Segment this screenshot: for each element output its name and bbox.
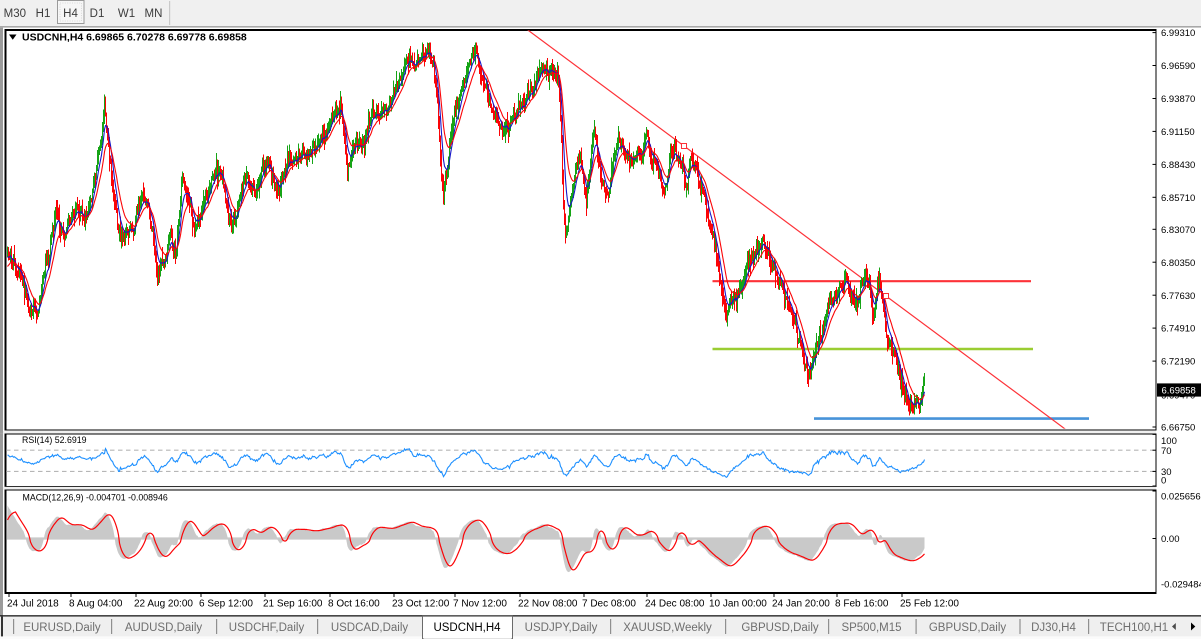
svg-text:30: 30 (1161, 467, 1172, 478)
svg-text:6.99310: 6.99310 (1161, 28, 1195, 39)
svg-text:TECH100,H1: TECH100,H1 (1100, 622, 1168, 634)
svg-text:6.77630: 6.77630 (1161, 291, 1195, 302)
svg-text:USDCAD,Daily: USDCAD,Daily (331, 622, 409, 634)
svg-text:21 Sep 16:00: 21 Sep 16:00 (263, 598, 323, 609)
svg-text:0.025656: 0.025656 (1161, 491, 1201, 502)
svg-text:DJ30,H4: DJ30,H4 (1031, 622, 1076, 634)
svg-text:USDCNH,H4: USDCNH,H4 (433, 622, 501, 634)
svg-text:6 Sep 12:00: 6 Sep 12:00 (199, 598, 253, 609)
svg-text:24 Dec 08:00: 24 Dec 08:00 (645, 598, 705, 609)
svg-text:6.83070: 6.83070 (1161, 225, 1195, 236)
svg-text:22 Aug 20:00: 22 Aug 20:00 (134, 598, 193, 609)
svg-text:6.91150: 6.91150 (1161, 127, 1195, 138)
svg-text:6.85710: 6.85710 (1161, 193, 1195, 204)
svg-text:10 Jan 00:00: 10 Jan 00:00 (709, 598, 767, 609)
svg-text:GBPUSD,Daily: GBPUSD,Daily (929, 622, 1007, 634)
svg-text:6.88430: 6.88430 (1161, 160, 1195, 171)
svg-text:25 Feb 12:00: 25 Feb 12:00 (900, 598, 959, 609)
svg-text:W1: W1 (118, 8, 135, 20)
svg-text:7 Nov 12:00: 7 Nov 12:00 (453, 598, 507, 609)
svg-text:GBPUSD,Daily: GBPUSD,Daily (741, 622, 819, 634)
svg-text:8 Feb 16:00: 8 Feb 16:00 (835, 598, 889, 609)
svg-text:USDCNH,H4 6.69865 6.70278 6.69: USDCNH,H4 6.69865 6.70278 6.69778 6.6985… (22, 32, 247, 44)
svg-text:M30: M30 (4, 8, 26, 20)
svg-text:H1: H1 (36, 8, 51, 20)
svg-text:6.96590: 6.96590 (1161, 61, 1195, 72)
svg-text:6.72190: 6.72190 (1161, 357, 1195, 368)
svg-text:7 Dec 08:00: 7 Dec 08:00 (582, 598, 636, 609)
svg-text:XAUUSD,Weekly: XAUUSD,Weekly (623, 622, 712, 634)
svg-text:MACD(12,26,9) -0.004701 -0.008: MACD(12,26,9) -0.004701 -0.008946 (23, 493, 168, 503)
svg-text:0.00: 0.00 (1161, 534, 1180, 545)
svg-text:-0.029484: -0.029484 (1161, 579, 1201, 590)
svg-text:24 Jul 2018: 24 Jul 2018 (7, 598, 59, 609)
svg-text:6.93870: 6.93870 (1161, 94, 1195, 105)
svg-text:6.80350: 6.80350 (1161, 258, 1195, 269)
svg-text:22 Nov 08:00: 22 Nov 08:00 (518, 598, 578, 609)
svg-text:70: 70 (1161, 446, 1172, 457)
svg-text:6.69858: 6.69858 (1162, 385, 1196, 396)
svg-text:SP500,M15: SP500,M15 (841, 622, 901, 634)
svg-text:RSI(14) 52.6919: RSI(14) 52.6919 (22, 435, 87, 445)
svg-text:MN: MN (145, 8, 163, 20)
svg-text:23 Oct 12:00: 23 Oct 12:00 (392, 598, 450, 609)
svg-text:0: 0 (1161, 475, 1166, 486)
svg-text:EURUSD,Daily: EURUSD,Daily (23, 622, 101, 634)
svg-text:6.74910: 6.74910 (1161, 324, 1195, 335)
svg-text:USDCHF,Daily: USDCHF,Daily (229, 622, 305, 634)
svg-text:6.66750: 6.66750 (1161, 423, 1195, 434)
svg-text:H4: H4 (63, 8, 78, 20)
svg-text:D1: D1 (90, 8, 105, 20)
svg-text:USDJPY,Daily: USDJPY,Daily (525, 622, 598, 634)
svg-text:8 Aug 04:00: 8 Aug 04:00 (69, 598, 123, 609)
svg-text:8 Oct 16:00: 8 Oct 16:00 (328, 598, 380, 609)
svg-text:AUDUSD,Daily: AUDUSD,Daily (125, 622, 203, 634)
svg-text:100: 100 (1161, 436, 1177, 447)
svg-text:24 Jan 20:00: 24 Jan 20:00 (772, 598, 830, 609)
